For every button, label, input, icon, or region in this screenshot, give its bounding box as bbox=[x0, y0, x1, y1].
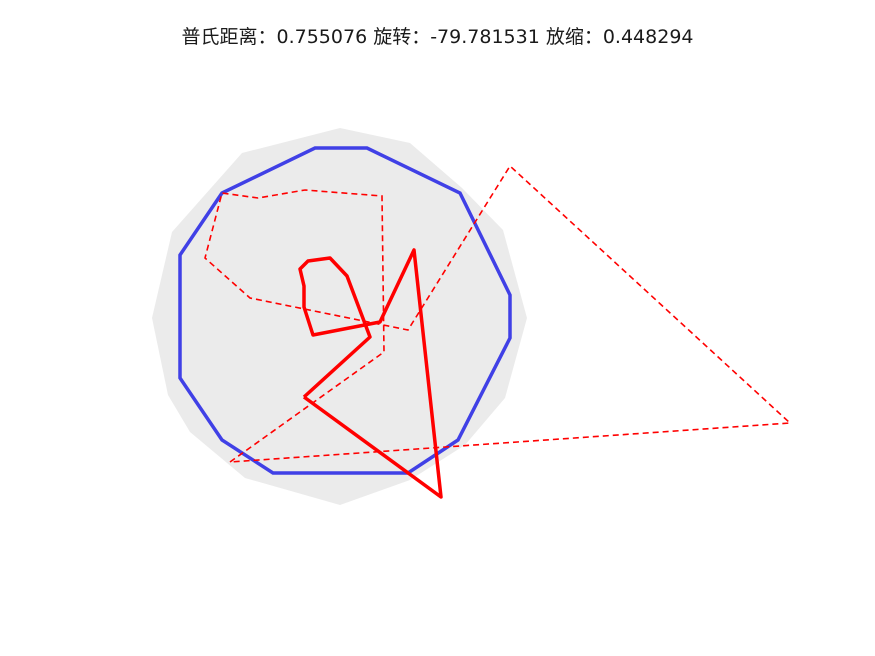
plot-title: 普氏距离：0.755076 旋转：-79.781531 放缩：0.448294 bbox=[181, 26, 694, 48]
transformed-shape bbox=[298, 248, 443, 499]
original-shape-dashed bbox=[204, 164, 792, 463]
